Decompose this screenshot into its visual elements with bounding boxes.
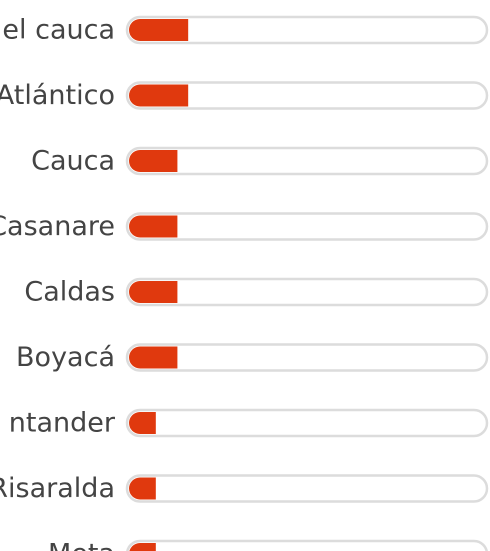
- bar-track: [125, 81, 489, 110]
- bar-track: [125, 277, 489, 307]
- category-label: Atlántico: [0, 80, 115, 111]
- bar-track: [125, 474, 489, 503]
- bar: [129, 477, 156, 500]
- category-label: Risaralda: [0, 473, 115, 504]
- category-label: el cauca: [2, 15, 115, 46]
- category-label: Casanare: [0, 211, 115, 242]
- category-label: Cauca: [31, 146, 115, 177]
- category-label: Caldas: [24, 277, 115, 308]
- bar: [129, 281, 178, 303]
- bar-track: [126, 539, 488, 551]
- bar-track: [125, 343, 489, 372]
- bar: [129, 215, 178, 238]
- bar: [129, 346, 178, 369]
- category-label: Meta: [48, 539, 115, 551]
- bar-track: [125, 408, 489, 438]
- bar: [129, 19, 189, 41]
- bar: [129, 412, 156, 434]
- bar-track: [125, 212, 489, 241]
- bar-track: [125, 15, 489, 45]
- bar-track: [125, 146, 489, 176]
- bar: [129, 150, 178, 172]
- category-label: ntander: [9, 408, 116, 439]
- category-label: Boyacá: [16, 342, 115, 373]
- bar: [129, 543, 156, 551]
- bar: [129, 84, 189, 107]
